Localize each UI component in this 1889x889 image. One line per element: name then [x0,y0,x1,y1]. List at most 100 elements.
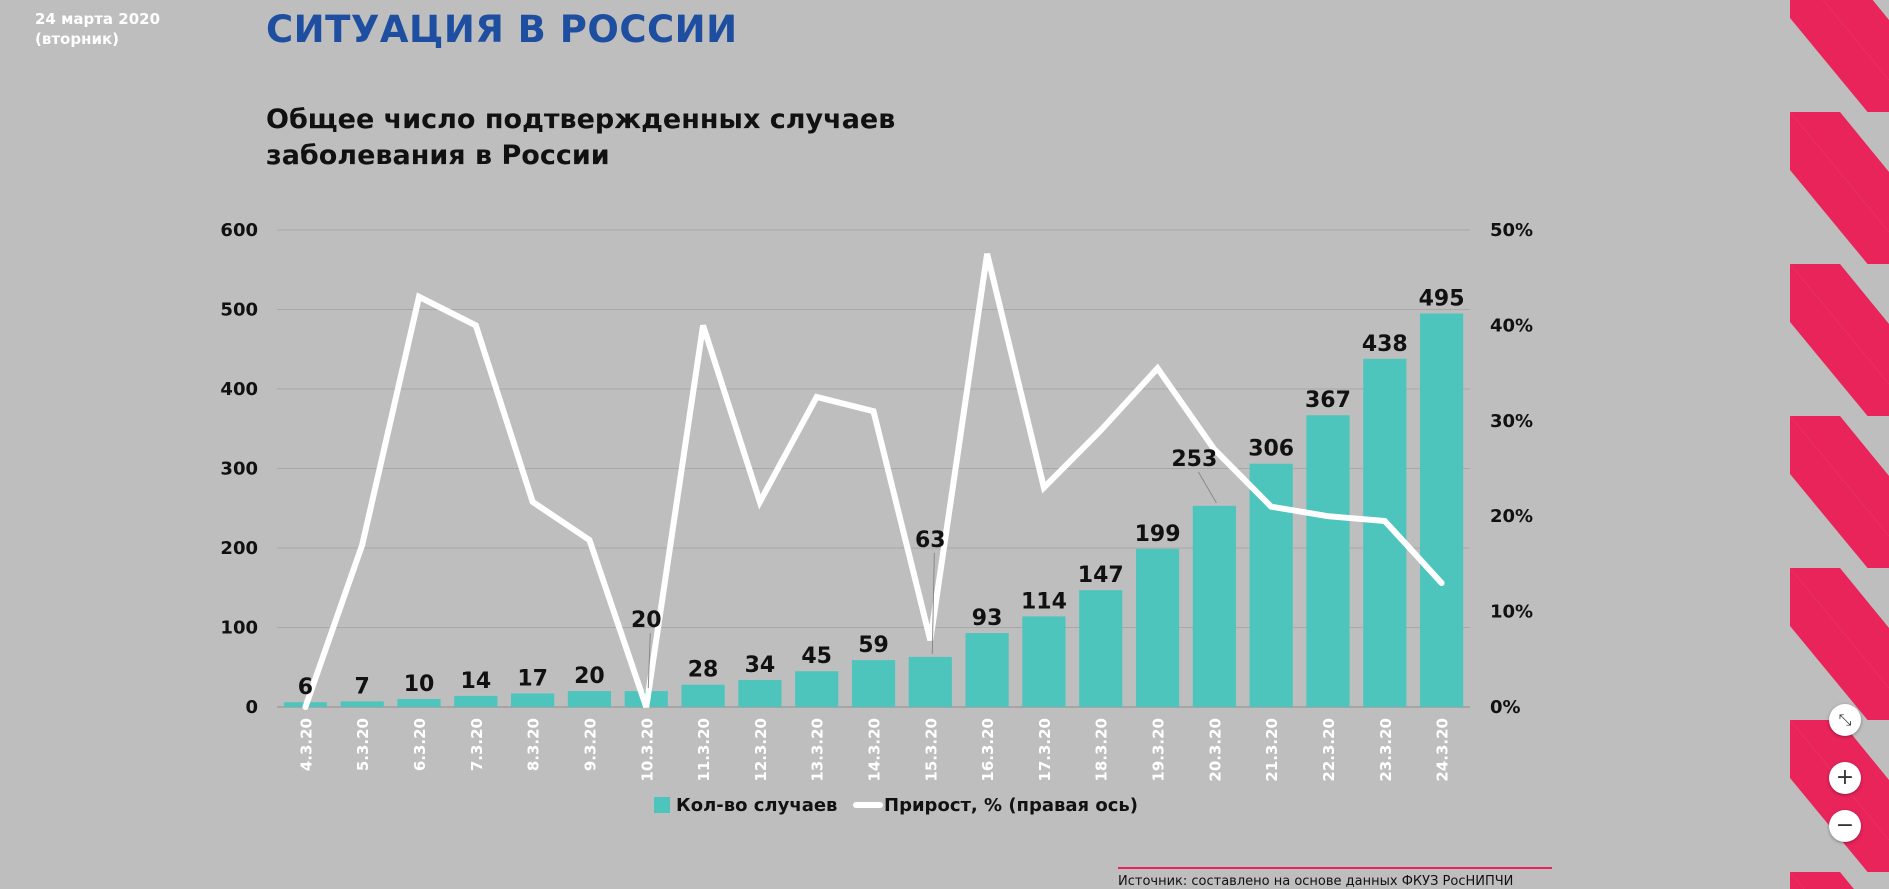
x-tick-label: 15.3.20 [922,718,940,782]
bar [1022,616,1066,707]
y-right-tick-label: 10% [1490,602,1533,623]
bar [1363,358,1407,707]
bar [511,693,555,707]
date-stamp: 24 марта 2020 (вторник) [35,9,160,49]
bar [1249,463,1293,707]
x-tick-label: 20.3.20 [1206,718,1224,782]
bar-value-label: 28 [688,658,719,683]
bar [454,695,498,707]
chart-title: Общее число подтвержденных случаев забол… [266,102,966,174]
bar-value-label: 20 [574,664,605,689]
bar [1079,590,1123,707]
legend-swatch-cases [654,797,670,813]
growth-point [1270,506,1272,508]
bar-value-label: 17 [517,666,548,691]
label-leader [931,552,935,654]
y-left-tick-label: 600 [220,220,258,241]
bar-value-label: 14 [461,669,492,694]
x-tick-label: 10.3.20 [638,718,656,782]
source-divider [1118,867,1552,869]
growth-point [304,706,306,708]
bar [681,684,725,707]
x-tick-label: 5.3.20 [354,718,372,771]
bar [1135,548,1180,707]
x-tick-label: 7.3.20 [468,718,486,771]
section-title: СИТУАЦИЯ В РОССИИ [266,8,738,51]
fit-screen-icon: ⤡ [1838,710,1852,729]
growth-point [1441,582,1443,584]
y-right-tick-label: 40% [1490,315,1533,336]
bar-value-label: 20 [631,608,662,633]
y-left-tick-label: 100 [220,618,258,639]
x-tick-label: 24.3.20 [1434,718,1452,782]
date-line: 24 марта 2020 [35,10,161,28]
label-leader [647,633,651,689]
bar [908,656,952,707]
x-tick-label: 22.3.20 [1320,718,1338,782]
x-tick-label: 4.3.20 [297,718,315,771]
growth-point [1327,515,1329,517]
growth-point [361,544,363,546]
growth-point [645,706,647,708]
bar-value-label: 367 [1305,388,1351,413]
x-tick-label: 23.3.20 [1377,718,1395,782]
growth-point [1213,448,1215,450]
source-note: Источник: составлено на основе данных ФК… [1118,874,1514,889]
legend-label-cases: Кол-во случаев [676,795,837,816]
bar-value-label: 495 [1419,286,1465,311]
zoom-in-button[interactable]: + [1829,762,1861,794]
x-tick-label: 21.3.20 [1263,718,1281,782]
x-tick-label: 19.3.20 [1150,718,1168,782]
bar-value-label: 6 [298,675,313,700]
chart-title-line-1: Общее число подтвержденных случаев [266,104,896,135]
cases-chart: 0 100 200 300 400 500 600 0% 10% 20% 30% 40% 50% 6 7 10… [220,220,1533,816]
bar [1420,313,1464,707]
bar-value-label: 253 [1171,447,1217,472]
bar [738,679,782,707]
bar-value-label: 7 [355,674,370,699]
zoom-out-button[interactable]: − [1829,810,1861,842]
x-tick-label: 6.3.20 [411,718,429,771]
decorative-stripes [1790,0,1889,889]
y-left-tick-label: 200 [220,538,258,559]
bar-value-label: 10 [404,672,435,697]
y-left-tick-label: 0 [245,697,258,718]
y-right-tick-label: 50% [1490,220,1533,241]
bar [965,633,1009,707]
growth-point [873,410,874,412]
bar-value-label: 93 [972,606,1003,631]
plus-icon: + [1835,765,1855,790]
y-left-tick-label: 500 [220,300,258,321]
bar-value-label: 34 [745,653,776,678]
growth-point [588,539,590,541]
growth-point [418,296,420,298]
x-tick-label: 16.3.20 [979,718,997,782]
x-tick-label: 8.3.20 [525,718,543,771]
x-tick-label: 9.3.20 [581,718,599,771]
legend-label-growth: Прирост, % (правая ось) [884,795,1138,816]
weekday-line: (вторник) [35,30,119,48]
x-tick-label: 12.3.20 [752,718,770,782]
chart-title-line-2: заболевания в России [266,140,610,171]
bar [795,671,839,707]
bar [1192,505,1236,707]
growth-point [986,253,988,255]
growth-point [759,501,761,503]
y-left-tick-label: 300 [220,459,258,480]
growth-point [1100,429,1102,431]
bar [340,701,384,707]
y-right-tick-label: 0% [1490,697,1521,718]
bar-value-label: 59 [858,633,889,658]
minus-icon: − [1835,813,1855,838]
growth-point [702,324,704,326]
growth-point [475,324,477,326]
bar-value-label: 114 [1021,589,1067,614]
y-right-tick-label: 30% [1490,411,1533,432]
x-tick-label: 18.3.20 [1093,718,1111,782]
x-tick-label: 13.3.20 [809,718,827,782]
x-tick-label: 17.3.20 [1036,718,1054,782]
growth-point [1043,487,1045,489]
bar [397,699,441,707]
growth-point [929,639,931,641]
fit-screen-button[interactable]: ⤡ [1829,704,1861,736]
